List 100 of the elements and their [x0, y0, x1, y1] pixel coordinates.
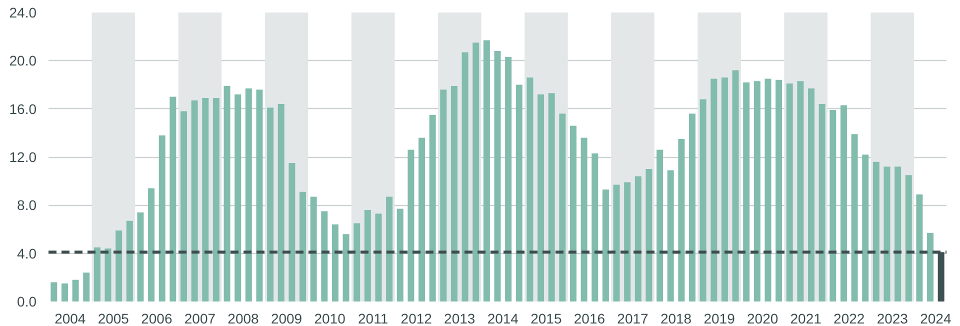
y-tick-label: 4.0: [17, 245, 37, 262]
bar: [267, 108, 274, 302]
bar: [137, 212, 144, 302]
x-tick-label: 2005: [98, 310, 130, 326]
bar: [894, 166, 902, 302]
bar: [234, 94, 242, 302]
bar: [418, 138, 426, 302]
bar: [678, 138, 685, 302]
bar: [818, 104, 826, 302]
bar: [104, 248, 112, 302]
bar: [72, 280, 79, 302]
bar: [278, 104, 284, 302]
y-tick-label: 20.0: [9, 52, 37, 69]
bar: [148, 188, 155, 302]
bar: [613, 184, 620, 302]
bar: [126, 220, 133, 302]
bar: [224, 86, 230, 302]
x-tick-label: 2008: [228, 310, 260, 326]
bar: [483, 40, 490, 302]
y-tick-label: 12.0: [9, 149, 37, 165]
bar: [526, 78, 534, 302]
bar: [830, 110, 836, 302]
x-tick-label: 2012: [400, 310, 432, 326]
x-tick-label: 2019: [704, 310, 736, 326]
bar: [364, 210, 371, 302]
x-tick-label: 2010: [314, 310, 346, 326]
bar: [646, 169, 652, 302]
bar: [905, 175, 912, 302]
bar: [116, 230, 122, 302]
bar: [602, 190, 609, 302]
bar: [170, 96, 176, 302]
bar: [375, 214, 382, 302]
bar: [61, 283, 68, 302]
bar: [808, 88, 815, 302]
x-tick-label: 2007: [184, 310, 216, 326]
x-tick-label: 2021: [790, 310, 822, 326]
bar: [559, 114, 566, 302]
bar: [786, 84, 793, 302]
bar: [592, 153, 598, 302]
bar: [764, 78, 772, 302]
x-tick-label: 2015: [530, 310, 562, 326]
x-tick-label: 2016: [574, 310, 606, 326]
bar: [342, 234, 350, 302]
x-tick-label: 2013: [444, 310, 476, 326]
x-tick-label: 2022: [834, 310, 865, 326]
bar: [429, 114, 436, 302]
x-tick-label: 2024: [920, 310, 952, 326]
y-tick-label: 8.0: [17, 197, 37, 214]
y-tick-label: 0.0: [17, 294, 37, 310]
x-tick-label: 2017: [617, 310, 649, 326]
bar: [656, 150, 664, 302]
x-tick-label: 2004: [54, 310, 86, 326]
x-tick-label: 2014: [487, 310, 519, 326]
bar: [180, 111, 187, 302]
bar: [158, 135, 166, 302]
bar: [310, 196, 317, 302]
y-tick-label: 24.0: [9, 4, 37, 20]
bar: [300, 192, 306, 302]
bar: [396, 208, 404, 302]
bar: [245, 88, 252, 302]
bar: [580, 138, 588, 302]
bar: [710, 78, 718, 302]
bar: [667, 170, 674, 302]
bar: [548, 93, 555, 302]
x-tick-label: 2011: [358, 310, 388, 326]
bar: [884, 166, 890, 302]
bar: [634, 176, 642, 302]
bar: [386, 196, 393, 302]
bar: [354, 223, 360, 302]
bar: [50, 282, 58, 302]
bar: [754, 81, 760, 302]
bar: [840, 105, 847, 302]
bar: [83, 272, 90, 302]
x-tick-label: 2006: [141, 310, 172, 326]
x-tick-label: 2018: [660, 310, 692, 326]
x-tick-label: 2020: [747, 310, 778, 326]
x-tick-label: 2009: [270, 310, 302, 326]
x-tick-label: 2023: [876, 310, 908, 326]
bar: [440, 90, 447, 302]
y-tick-label: 16.0: [9, 100, 37, 117]
bar: [862, 154, 869, 302]
bar: [743, 82, 750, 302]
bar: [256, 90, 263, 302]
bar: [516, 84, 522, 302]
bar: [494, 51, 501, 302]
bar: [288, 163, 296, 302]
bar: [202, 98, 209, 302]
bar: [797, 81, 804, 302]
bar: [505, 57, 512, 302]
bar: [872, 162, 880, 302]
bar: [570, 126, 576, 302]
bar: [212, 98, 220, 302]
bar: [321, 211, 328, 302]
bar: [538, 94, 544, 302]
bar: [191, 100, 198, 302]
bar: [462, 52, 468, 302]
bar: [332, 224, 338, 302]
bar: [700, 99, 706, 302]
bar: [721, 78, 728, 302]
bar: [927, 232, 934, 302]
